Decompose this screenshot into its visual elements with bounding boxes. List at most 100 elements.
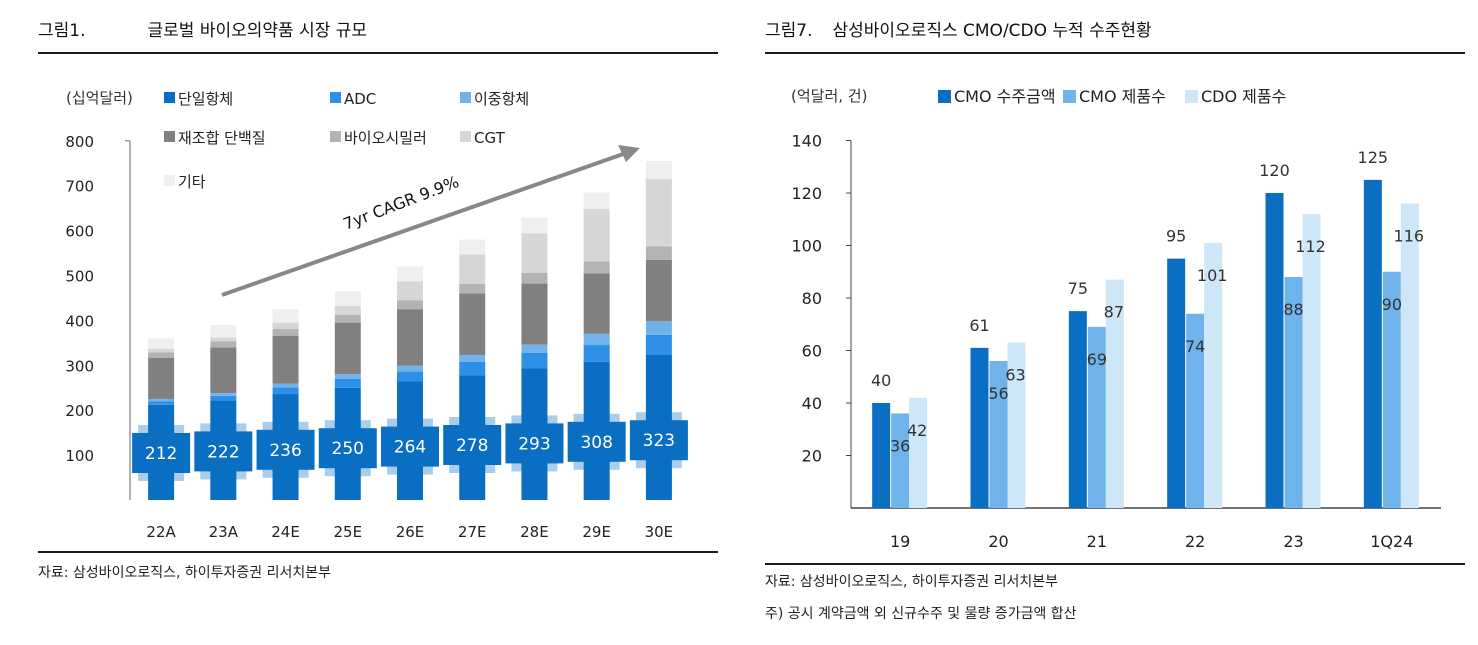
- x-tick-label: 30E: [645, 523, 674, 541]
- bar-segment: [521, 272, 548, 284]
- legend-swatch: [330, 92, 341, 103]
- bar: [1204, 242, 1223, 508]
- y-tick-label: 600: [65, 223, 94, 241]
- data-label: 42: [907, 421, 927, 440]
- legend-label: CDO 제품수: [1201, 87, 1286, 106]
- figure-7-bottom-rule: [765, 563, 1465, 565]
- bar: [970, 347, 989, 508]
- figure-7-number: 그림7.: [765, 21, 813, 41]
- bar-segment: [645, 178, 672, 247]
- data-label: 116: [1394, 227, 1425, 246]
- x-tick-label: 1Q24: [1370, 532, 1413, 551]
- data-label-box: [505, 423, 564, 464]
- data-label-box: [256, 429, 315, 470]
- x-tick-label: 24E: [271, 523, 300, 541]
- y-tick-label: 700: [65, 178, 94, 196]
- y-tick-label: 60: [802, 342, 822, 361]
- data-label-box: [318, 428, 377, 469]
- bar-segment: [583, 209, 610, 262]
- data-label-box: [443, 425, 502, 465]
- x-tick-label: 23: [1283, 532, 1303, 551]
- bar-segment: [583, 333, 610, 345]
- legend-label: CGT: [474, 129, 506, 147]
- bar-segment: [521, 352, 548, 369]
- data-label: 63: [1005, 366, 1025, 385]
- data-label: 222: [207, 442, 239, 462]
- bar-segment: [521, 283, 548, 345]
- bar-segment: [459, 361, 486, 376]
- bar: [1363, 179, 1382, 508]
- bar: [1302, 214, 1321, 508]
- legend-label: 기타: [178, 173, 206, 191]
- y-tick-label: 800: [65, 133, 94, 151]
- bar-segment: [521, 217, 548, 234]
- x-tick-label: 21: [1087, 532, 1107, 551]
- bar-segment: [210, 341, 237, 348]
- legend-label: ADC: [344, 90, 376, 108]
- data-label: 74: [1185, 337, 1205, 356]
- unit-label: (십억달러): [66, 89, 133, 107]
- x-tick-label: 25E: [333, 523, 362, 541]
- bar-segment: [334, 306, 361, 316]
- data-label: 308: [580, 433, 612, 453]
- data-label: 90: [1382, 295, 1402, 314]
- legend-swatch: [164, 92, 175, 103]
- bar-segment: [334, 315, 361, 323]
- figure-7-top-rule: [765, 52, 1465, 54]
- data-label-box: [132, 433, 191, 473]
- x-tick-label: 20: [988, 532, 1008, 551]
- figure-1-title-text: 글로벌 바이오의약품 시장 규모: [147, 21, 368, 41]
- data-label: 40: [871, 371, 891, 390]
- y-tick-label: 500: [65, 268, 94, 286]
- bar: [1284, 277, 1303, 508]
- bar-segment: [645, 246, 672, 260]
- bar-segment: [583, 261, 610, 274]
- legend-label: 단일항체: [178, 90, 233, 108]
- legend-swatch: [460, 131, 471, 142]
- legend-swatch: [330, 131, 341, 142]
- data-label-box: [381, 426, 439, 467]
- bar-segment: [272, 335, 299, 384]
- bar-segment: [148, 352, 175, 358]
- bar-segment: [272, 328, 299, 336]
- x-tick-label: 22A: [146, 523, 176, 541]
- y-tick-label: 200: [65, 402, 94, 420]
- bar: [1382, 271, 1401, 508]
- data-label: 87: [1104, 303, 1124, 322]
- bar-segment: [210, 337, 237, 342]
- data-label: 101: [1197, 266, 1228, 285]
- data-label: 236: [269, 441, 301, 461]
- data-label: 264: [394, 438, 426, 458]
- y-tick-label: 400: [65, 312, 94, 330]
- x-tick-label: 27E: [458, 523, 487, 541]
- bar-segment: [334, 378, 361, 388]
- bar: [1186, 313, 1205, 508]
- bar-segment: [459, 284, 486, 294]
- figure-1-chart: 100 200 300 400 500 600 700 800 (십억달러) 22A 23A 24E 2…: [65, 89, 688, 541]
- bar-segment: [583, 344, 610, 362]
- unit-label: (억달러, 건): [791, 87, 867, 105]
- bar-segment: [272, 322, 299, 329]
- x-tick-label: 23A: [209, 523, 239, 541]
- data-label: 61: [969, 316, 989, 335]
- bar-segment: [645, 259, 672, 322]
- data-label-box: [194, 431, 253, 472]
- bar: [1068, 311, 1087, 508]
- bar-segment: [148, 401, 175, 405]
- bar-segment: [210, 395, 237, 401]
- bar-segment: [148, 338, 175, 349]
- bar-segment: [334, 291, 361, 307]
- data-label: 212: [145, 444, 177, 464]
- y-tick-label: 140: [791, 132, 822, 151]
- y-tick-label: 40: [802, 394, 822, 413]
- y-tick-label: 80: [802, 289, 822, 308]
- bar-segment: [272, 387, 299, 395]
- figure-7-chart: 20 40 60 80 100 120 140 (억달러, 건) CMO 수주금액 CMO 제품수…: [791, 87, 1441, 551]
- bar: [1167, 258, 1186, 508]
- legend-swatch: [460, 92, 471, 103]
- bar: [1105, 279, 1124, 508]
- data-label: 36: [890, 437, 910, 456]
- x-tick-label: 26E: [396, 523, 425, 541]
- bar-segment: [272, 383, 299, 388]
- data-label: 250: [332, 439, 364, 459]
